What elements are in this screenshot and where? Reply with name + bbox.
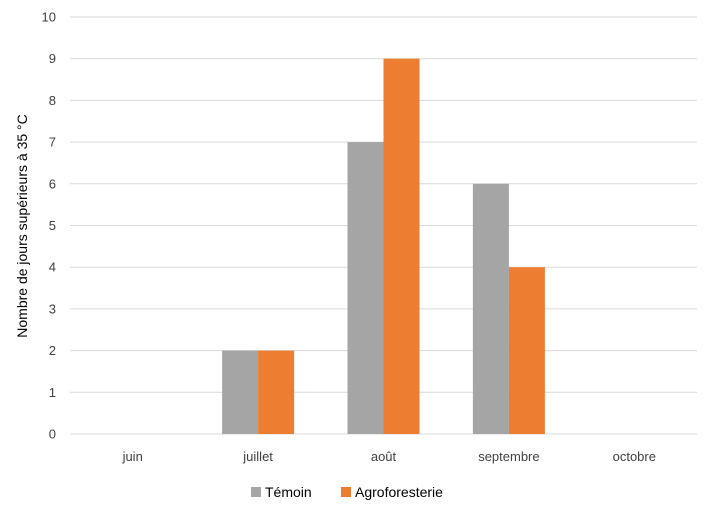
legend-label: Agroforesterie (355, 484, 443, 500)
x-tick-labels: juin juillet août septembre octobre (122, 449, 656, 464)
y-tick-label: 8 (49, 93, 56, 108)
y-tick-label: 2 (49, 343, 56, 358)
x-tick-label: juillet (242, 449, 273, 464)
y-tick-label: 9 (49, 51, 56, 66)
bar-agroforesterie-septembre (508, 267, 545, 434)
x-tick-label: octobre (613, 449, 656, 464)
y-tick-label: 4 (49, 260, 56, 275)
legend-swatch (341, 487, 351, 497)
bars (222, 58, 545, 434)
y-tick-label: 1 (49, 385, 56, 400)
x-tick-label: juin (122, 449, 143, 464)
y-tick-label: 7 (49, 135, 56, 150)
y-tick-label: 10 (42, 10, 56, 25)
bar-agroforesterie-juillet (258, 350, 295, 434)
bar-temoin-août (347, 142, 384, 434)
x-tick-label: août (371, 449, 397, 464)
y-tick-label: 6 (49, 176, 56, 191)
bar-temoin-septembre (472, 183, 509, 434)
y-tick-label: 0 (49, 427, 56, 442)
bar-temoin-juillet (222, 350, 259, 434)
y-axis-label: Nombre de jours supérieurs à 35 °C (14, 114, 30, 337)
legend-label: Témoin (265, 484, 312, 500)
legend-swatch (251, 487, 261, 497)
y-tick-labels: 0 1 2 3 4 5 6 7 8 9 10 (42, 10, 56, 442)
y-tick-label: 3 (49, 301, 56, 316)
x-tick-label: septembre (478, 449, 539, 464)
y-tick-label: 5 (49, 218, 56, 233)
bar-agroforesterie-août (383, 58, 420, 434)
legend: Témoin Agroforesterie (251, 484, 443, 500)
